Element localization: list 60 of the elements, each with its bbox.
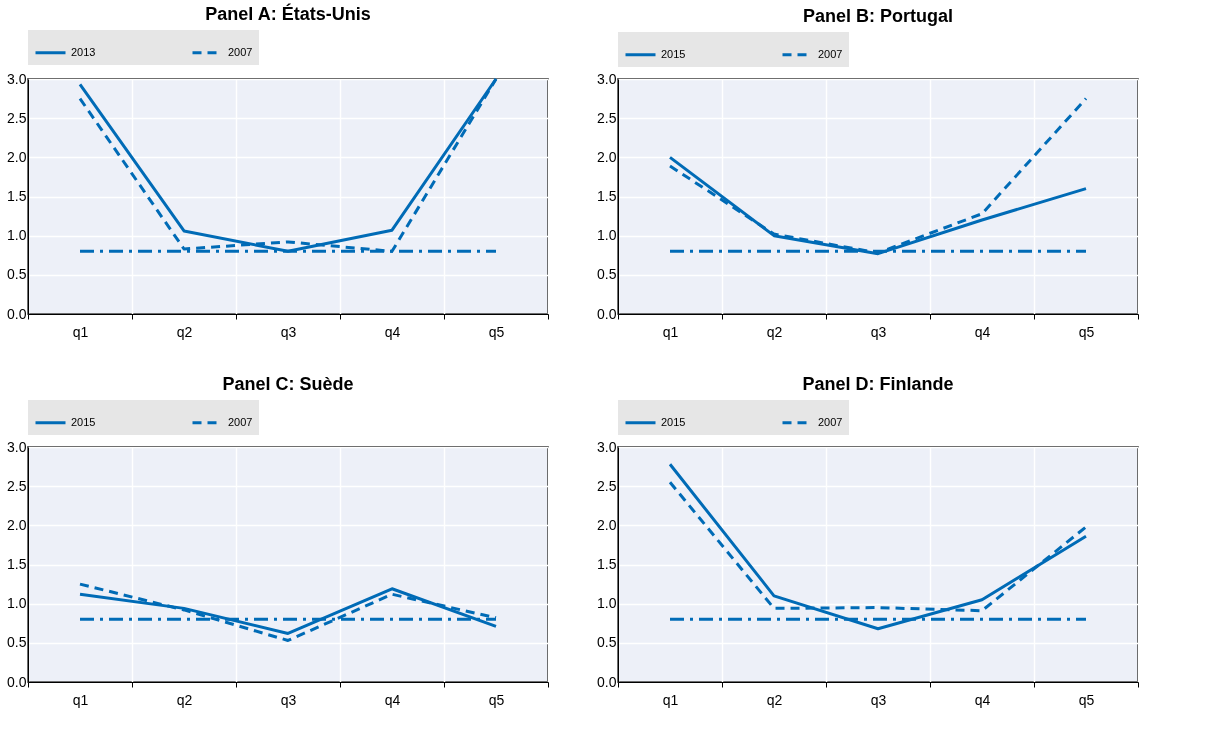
x-tick-label: q1: [662, 691, 679, 708]
y-tick-label: 3.0: [7, 70, 27, 87]
chart-title: Panel A: États-Unis: [205, 3, 371, 24]
x-tick-label: q4: [384, 691, 401, 708]
y-tick-label: 2.0: [597, 516, 617, 533]
y-tick-label: 1.0: [7, 595, 27, 612]
x-tick-label: q4: [974, 691, 991, 708]
y-tick-label: 0.5: [597, 634, 617, 651]
x-tick-label: q4: [384, 323, 401, 340]
x-tick-label: q2: [176, 323, 193, 340]
legend-label: 2007: [818, 47, 843, 60]
x-tick-label: q1: [72, 323, 89, 340]
y-tick-label: 3.0: [597, 438, 617, 455]
x-tick-label: q3: [870, 323, 887, 340]
legend-label: 2015: [661, 47, 686, 60]
x-tick-label: q4: [974, 323, 991, 340]
y-tick-label: 0.0: [7, 673, 27, 690]
x-tick-label: q3: [870, 691, 887, 708]
y-tick-label: 0.5: [7, 634, 27, 651]
x-tick-label: q1: [662, 323, 679, 340]
y-tick-label: 1.5: [597, 556, 617, 572]
y-tick-label: 2.5: [7, 477, 27, 494]
legend-label: 2007: [228, 45, 253, 58]
legend-label: 2013: [71, 45, 96, 58]
y-tick-label: 3.0: [7, 438, 27, 455]
x-tick-label: q1: [72, 691, 89, 708]
y-tick-label: 2.0: [597, 148, 617, 165]
y-tick-label: 1.5: [7, 556, 27, 572]
chart-title: Panel C: Suède: [222, 374, 354, 394]
y-tick-label: 0.0: [7, 305, 27, 322]
y-tick-label: 1.0: [7, 227, 27, 244]
x-tick-label: q5: [488, 323, 505, 340]
x-tick-label: q3: [280, 323, 297, 340]
y-tick-label: 2.5: [7, 109, 27, 126]
x-tick-label: q5: [1078, 691, 1095, 708]
y-tick-label: 2.0: [7, 148, 27, 165]
y-tick-label: 1.5: [597, 188, 617, 204]
y-tick-label: 0.5: [597, 266, 617, 283]
legend-label: 2015: [661, 415, 686, 428]
x-tick-label: q5: [1078, 323, 1095, 340]
legend-label: 2007: [818, 415, 843, 428]
y-tick-label: 0.0: [597, 305, 617, 322]
y-tick-label: 1.0: [597, 227, 617, 244]
x-tick-label: q2: [176, 691, 193, 708]
y-tick-label: 2.5: [597, 109, 617, 126]
x-tick-label: q2: [766, 323, 783, 340]
x-tick-label: q3: [280, 691, 297, 708]
y-tick-label: 3.0: [597, 70, 617, 87]
x-tick-label: q5: [488, 691, 505, 708]
chart-title: Panel D: Finlande: [802, 374, 954, 394]
x-tick-label: q2: [766, 691, 783, 708]
chart-title: Panel B: Portugal: [802, 6, 954, 26]
y-tick-label: 0.5: [7, 266, 27, 283]
y-tick-label: 1.5: [7, 188, 27, 204]
legend-label: 2007: [228, 415, 253, 428]
y-tick-label: 1.0: [597, 595, 617, 612]
y-tick-label: 2.5: [597, 477, 617, 494]
legend-label: 2015: [71, 415, 96, 428]
y-tick-label: 0.0: [597, 673, 617, 690]
y-tick-label: 2.0: [7, 516, 27, 533]
